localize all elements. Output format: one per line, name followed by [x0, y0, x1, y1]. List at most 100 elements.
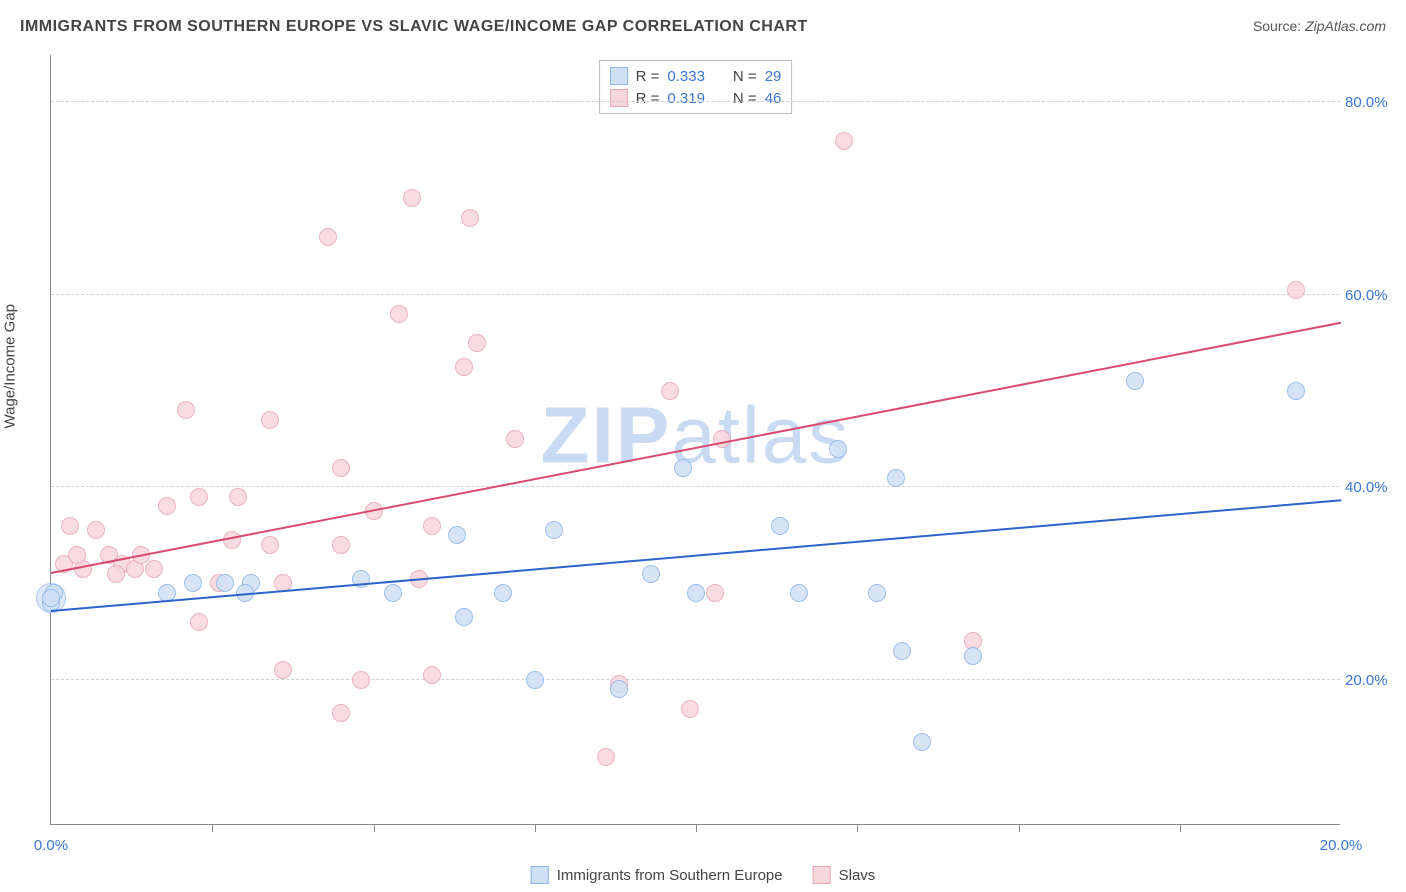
data-point: [642, 565, 660, 583]
data-point: [261, 536, 279, 554]
ytick-label: 80.0%: [1345, 94, 1400, 111]
data-point: [68, 546, 86, 564]
ytick-label: 20.0%: [1345, 672, 1400, 689]
swatch-slavs: [610, 89, 628, 107]
xtick: [1019, 824, 1020, 832]
data-point: [332, 459, 350, 477]
data-point: [190, 488, 208, 506]
data-point: [145, 560, 163, 578]
data-point: [545, 521, 563, 539]
source-value: ZipAtlas.com: [1305, 18, 1386, 34]
data-point: [261, 411, 279, 429]
data-point: [687, 584, 705, 602]
data-point: [1126, 372, 1144, 390]
data-point: [61, 517, 79, 535]
data-point: [107, 565, 125, 583]
data-point: [526, 671, 544, 689]
n-label: N =: [733, 90, 757, 107]
data-point: [274, 661, 292, 679]
data-point: [332, 704, 350, 722]
trend-line: [51, 322, 1341, 574]
data-point: [1287, 382, 1305, 400]
correlation-legend: R = 0.333 N = 29 R = 0.319 N = 46: [599, 60, 793, 114]
xtick: [857, 824, 858, 832]
data-point: [158, 497, 176, 515]
data-point: [423, 666, 441, 684]
legend-item-southern: Immigrants from Southern Europe: [531, 866, 783, 884]
n-value-southern: 29: [765, 68, 782, 85]
n-value-slavs: 46: [765, 90, 782, 107]
source-prefix: Source:: [1253, 18, 1301, 34]
data-point: [461, 209, 479, 227]
data-point: [403, 189, 421, 207]
data-point: [597, 748, 615, 766]
data-point: [893, 642, 911, 660]
swatch-slavs-icon: [813, 866, 831, 884]
data-point: [887, 469, 905, 487]
data-point: [1287, 281, 1305, 299]
gridline: [51, 486, 1340, 487]
xtick: [535, 824, 536, 832]
data-point: [674, 459, 692, 477]
r-label: R =: [636, 90, 660, 107]
data-point: [352, 671, 370, 689]
data-point: [229, 488, 247, 506]
data-point: [384, 584, 402, 602]
xtick-label: 20.0%: [1320, 837, 1363, 854]
gridline: [51, 101, 1340, 102]
data-point: [423, 517, 441, 535]
data-point: [455, 608, 473, 626]
xtick: [212, 824, 213, 832]
swatch-southern: [610, 67, 628, 85]
chart-title: IMMIGRANTS FROM SOUTHERN EUROPE VS SLAVI…: [20, 18, 808, 36]
legend-label-southern: Immigrants from Southern Europe: [557, 867, 783, 884]
r-label: R =: [636, 68, 660, 85]
data-point: [468, 334, 486, 352]
data-point: [177, 401, 195, 419]
series-legend: Immigrants from Southern Europe Slavs: [531, 866, 876, 884]
legend-row-slavs: R = 0.319 N = 46: [610, 87, 782, 109]
data-point: [964, 647, 982, 665]
data-point: [913, 733, 931, 751]
swatch-southern-icon: [531, 866, 549, 884]
data-point: [332, 536, 350, 554]
ytick-label: 40.0%: [1345, 479, 1400, 496]
data-point: [42, 589, 60, 607]
data-point: [829, 440, 847, 458]
data-point: [868, 584, 886, 602]
data-point: [319, 228, 337, 246]
data-point: [681, 700, 699, 718]
data-point: [448, 526, 466, 544]
r-value-slavs: 0.319: [667, 90, 705, 107]
ytick-label: 60.0%: [1345, 287, 1400, 304]
legend-item-slavs: Slavs: [813, 866, 876, 884]
data-point: [390, 305, 408, 323]
legend-row-southern: R = 0.333 N = 29: [610, 65, 782, 87]
xtick: [696, 824, 697, 832]
data-point: [87, 521, 105, 539]
data-point: [216, 574, 234, 592]
r-value-southern: 0.333: [667, 68, 705, 85]
chart-plot-area: ZIPatlas R = 0.333 N = 29 R = 0.319 N = …: [50, 55, 1340, 825]
xtick: [374, 824, 375, 832]
n-label: N =: [733, 68, 757, 85]
data-point: [494, 584, 512, 602]
source-label: Source: ZipAtlas.com: [1253, 18, 1386, 34]
xtick: [1180, 824, 1181, 832]
y-axis-label: Wage/Income Gap: [2, 304, 19, 429]
gridline: [51, 294, 1340, 295]
legend-label-slavs: Slavs: [839, 867, 876, 884]
gridline: [51, 679, 1340, 680]
data-point: [661, 382, 679, 400]
data-point: [790, 584, 808, 602]
xtick-label: 0.0%: [34, 837, 68, 854]
data-point: [455, 358, 473, 376]
data-point: [771, 517, 789, 535]
data-point: [610, 680, 628, 698]
data-point: [184, 574, 202, 592]
data-point: [506, 430, 524, 448]
data-point: [835, 132, 853, 150]
data-point: [190, 613, 208, 631]
data-point: [713, 430, 731, 448]
data-point: [706, 584, 724, 602]
